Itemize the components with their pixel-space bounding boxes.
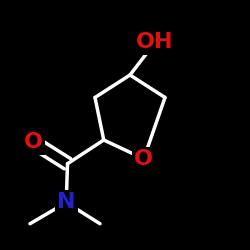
Text: O: O [134, 149, 153, 169]
Text: OH: OH [136, 32, 174, 52]
Text: O: O [24, 132, 43, 152]
Text: N: N [57, 192, 76, 212]
